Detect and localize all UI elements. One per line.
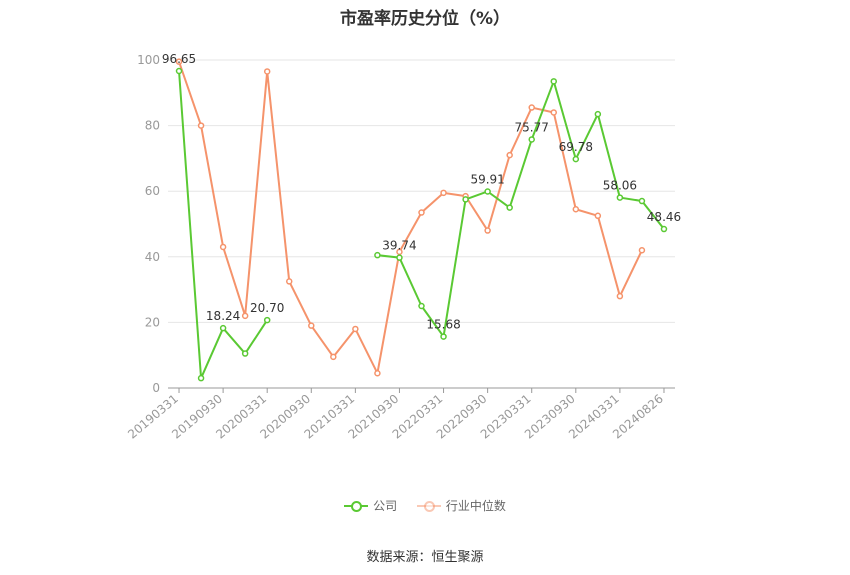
y-tick-label: 20 <box>145 315 160 329</box>
data-point <box>197 374 205 382</box>
data-point <box>285 278 293 285</box>
data-label: 18.24 <box>206 309 240 323</box>
data-point <box>462 196 469 203</box>
data-labels: 96.65 18.24 20.70 39.74 15.68 59.91 75.77 69.78… <box>162 52 681 332</box>
data-point <box>528 136 535 143</box>
chart-title: 市盈率历史分位（%） <box>339 9 511 29</box>
data-point <box>550 109 558 116</box>
data-point <box>263 316 271 324</box>
data-point <box>616 292 624 300</box>
data-label: 20.70 <box>250 301 284 315</box>
data-point <box>594 110 602 118</box>
data-label: 39.74 <box>382 239 416 253</box>
data-point <box>396 254 403 261</box>
data-point <box>660 225 668 233</box>
series-line <box>178 61 643 375</box>
legend: 公司 行业中位数 <box>0 497 850 515</box>
y-tick-label: 100 <box>137 53 160 67</box>
legend-company-marker <box>344 500 369 512</box>
data-point <box>572 205 580 213</box>
data-point <box>308 322 315 329</box>
data-label: 48.46 <box>647 210 681 224</box>
data-point <box>241 312 249 320</box>
data-point <box>241 350 249 357</box>
data-point <box>440 333 447 340</box>
data-point <box>418 302 425 310</box>
data-label: 15.68 <box>426 318 460 332</box>
data-point <box>550 78 558 85</box>
series-layer <box>175 58 668 382</box>
y-tick-label: 80 <box>145 119 160 133</box>
data-point <box>484 227 491 234</box>
data-label: 58.06 <box>603 179 637 193</box>
legend-item-company[interactable]: 公司 <box>344 497 397 514</box>
data-label: 69.78 <box>559 140 593 154</box>
legend-industry-label: 行业中位数 <box>445 499 506 513</box>
series-company <box>175 67 668 382</box>
data-point <box>506 204 513 211</box>
data-point <box>484 188 491 195</box>
data-point <box>506 151 513 159</box>
data-label: 96.65 <box>162 52 196 66</box>
data-point <box>175 67 183 75</box>
data-point <box>616 194 624 201</box>
data-label: 59.91 <box>470 172 504 186</box>
data-point <box>440 189 447 197</box>
series-line <box>377 80 665 338</box>
data-point <box>638 197 646 205</box>
data-point <box>396 248 403 256</box>
data-point <box>219 324 227 332</box>
legend-company-label: 公司 <box>373 499 398 513</box>
y-tick-label: 40 <box>145 250 160 264</box>
y-tick-label: 60 <box>145 184 160 198</box>
legend-industry-marker <box>416 500 441 512</box>
data-label: 75.77 <box>515 120 549 134</box>
data-point <box>374 369 381 377</box>
grid-lines <box>168 59 675 323</box>
data-point <box>263 68 271 75</box>
data-point <box>219 243 227 251</box>
data-point <box>175 58 183 65</box>
data-point <box>352 325 359 333</box>
data-source: 数据来源：恒生聚源 <box>366 550 484 565</box>
data-point <box>638 246 646 254</box>
data-point <box>197 122 205 129</box>
data-point <box>330 353 337 361</box>
data-point <box>528 104 535 111</box>
data-point <box>572 155 580 163</box>
data-point <box>418 209 425 216</box>
data-point <box>374 251 381 259</box>
series-industry-median <box>175 58 646 377</box>
data-point <box>594 212 602 220</box>
legend-item-industry-median[interactable]: 行业中位数 <box>416 497 506 514</box>
y-tick-label: 0 <box>152 381 160 395</box>
